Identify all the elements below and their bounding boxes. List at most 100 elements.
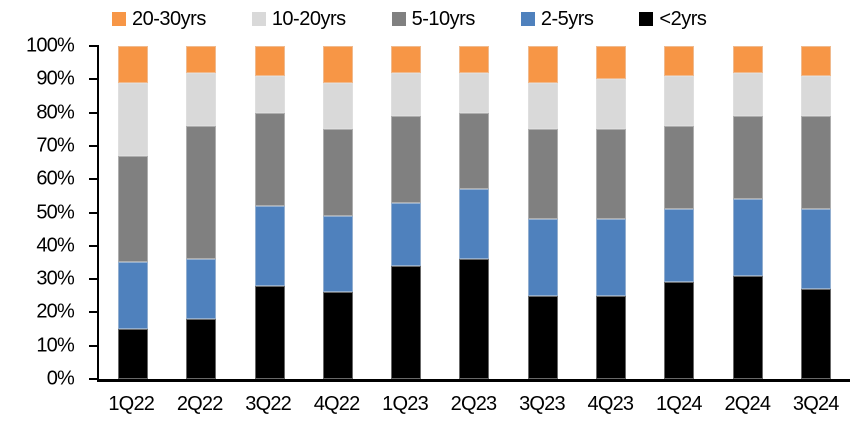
bar-segment-2030yrs-4q23 [595,46,626,80]
bar-segment-2030yrs-2q23 [459,46,490,73]
y-axis-labels: 100% 90% 80% 70% 60% 50% 40% 30% 20% 10% 0% [0,35,88,390]
x-tick-label: 2Q23 [450,393,498,415]
y-tick-label: 100% [26,34,75,57]
bar-segment-2030yrs-3q22 [254,46,285,76]
bar-segment-2yrs-3q22 [254,285,285,379]
y-tick-mark [89,278,99,281]
y-tick-mark [89,311,99,314]
x-tick-label: 3Q22 [245,393,292,415]
bar-1q23 [391,46,422,379]
bar-segment-25yrs-3q24 [800,209,831,290]
bar-segment-1020yrs-2q22 [186,72,217,126]
x-tick-label: 1Q24 [655,393,703,415]
bar-segment-510yrs-4q22 [322,129,353,216]
x-tick-label: 2Q24 [724,393,771,415]
legend-item: 20-30yrs [112,8,206,31]
y-tick-label: 0% [46,367,75,390]
bar-segment-25yrs-4q22 [322,215,353,293]
bar-segment-510yrs-2q22 [186,125,217,260]
legend-label: <2yrs [659,7,707,30]
bar-4q23 [595,46,626,379]
bar-segment-510yrs-4q23 [595,129,626,220]
y-tick-mark [89,45,99,47]
bar-segment-510yrs-1q23 [391,115,422,203]
y-tick-label: 90% [36,67,74,90]
bar-segment-2030yrs-3q23 [527,46,558,83]
bars-container [99,46,850,379]
bar-segment-510yrs-2q23 [459,112,490,190]
bar-segment-2030yrs-1q22 [118,46,149,83]
legend-item: 5-10yrs [391,7,476,31]
bar-segment-1020yrs-3q24 [800,76,831,116]
y-tick-label: 30% [36,267,74,290]
bar-segment-2yrs-1q23 [391,265,422,379]
bar-segment-2yrs-2q22 [186,319,217,379]
bar-segment-25yrs-2q24 [732,199,763,276]
y-tick-mark [89,344,99,347]
y-tick-label: 20% [36,300,74,323]
y-tick-label: 40% [36,234,74,257]
legend-swatch [639,12,654,26]
bar-segment-2030yrs-1q23 [391,46,422,73]
bar-segment-2yrs-2q24 [732,275,763,379]
x-tick-label: 3Q23 [519,393,566,415]
bar-segment-510yrs-3q22 [254,112,285,206]
plot-area [89,45,850,382]
y-tick-label: 60% [36,167,74,190]
bar-segment-25yrs-2q23 [459,189,490,260]
bar-segment-25yrs-1q22 [118,262,149,330]
x-tick-label: 4Q22 [313,393,361,415]
legend-item: <2yrs [639,7,707,31]
legend-label: 5-10yrs [411,7,476,30]
y-tick-mark [89,378,99,380]
bar-segment-1020yrs-3q22 [254,76,285,113]
bar-4q22 [322,46,353,379]
y-tick-mark [89,78,99,81]
bar-segment-2030yrs-2q22 [186,46,217,73]
bar-segment-2yrs-2q23 [459,259,490,379]
y-tick-mark [89,178,99,181]
bar-2q24 [732,46,763,379]
legend-item: 2-5yrs [520,7,594,31]
x-tick-label: 4Q23 [587,393,635,415]
bar-segment-25yrs-3q22 [254,205,285,286]
bar-2q22 [186,46,217,379]
bar-segment-25yrs-2q22 [186,259,217,320]
bar-segment-2yrs-1q24 [664,282,695,379]
bar-segment-510yrs-1q22 [118,155,149,263]
bar-1q22 [118,46,149,379]
bar-segment-510yrs-3q24 [800,115,831,210]
legend-swatch [520,12,535,26]
legend-label: 10-20yrs [271,7,346,30]
bar-segment-1020yrs-2q23 [459,72,490,113]
bar-segment-1020yrs-2q24 [732,72,763,116]
legend-item: 10-20yrs [251,7,346,31]
bar-segment-1020yrs-3q23 [527,82,558,130]
y-tick-label: 10% [36,334,74,357]
bar-segment-25yrs-3q23 [527,219,558,296]
legend-swatch [391,12,406,26]
y-tick-mark [89,144,99,147]
bar-segment-2030yrs-4q22 [322,46,353,83]
bar-segment-25yrs-1q24 [664,209,695,283]
legend-label: 2-5yrs [540,7,594,30]
bar-segment-25yrs-1q23 [391,202,422,266]
bar-segment-2yrs-3q24 [800,289,831,379]
y-tick-label: 70% [36,134,74,157]
bar-segment-1020yrs-1q23 [391,72,422,116]
y-tick-label: 80% [36,101,74,124]
bar-segment-2030yrs-3q24 [800,46,831,76]
bar-3q24 [800,46,831,379]
bar-segment-510yrs-1q24 [664,125,695,210]
bar-segment-1020yrs-1q24 [664,76,695,126]
y-tick-label: 50% [36,201,74,223]
bar-segment-2yrs-1q22 [118,329,149,379]
bar-3q22 [254,46,285,379]
bar-segment-1020yrs-1q22 [118,82,149,156]
bar-segment-510yrs-3q23 [527,129,558,220]
bar-2q23 [459,46,490,379]
x-tick-label: 2Q22 [176,393,224,415]
y-tick-mark [89,211,99,214]
legend-swatch [112,12,126,26]
